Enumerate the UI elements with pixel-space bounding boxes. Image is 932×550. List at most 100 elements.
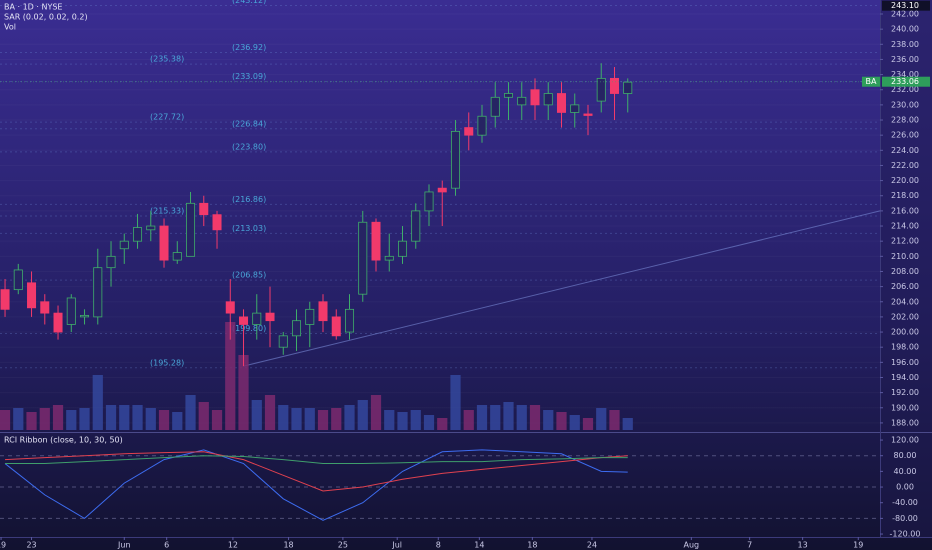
candle-body xyxy=(358,221,368,295)
fib-label: (235.38) xyxy=(150,55,184,64)
volume-bar xyxy=(516,405,527,430)
volume-bar xyxy=(79,408,90,430)
x-tick-label: 7 xyxy=(747,541,752,550)
fib-label: (213.03) xyxy=(232,224,266,233)
x-tick-label: 13 xyxy=(798,541,808,550)
rci-line xyxy=(5,455,628,465)
fib-label: (226.84) xyxy=(232,119,266,128)
candle-body xyxy=(93,267,103,318)
candle-body xyxy=(159,225,169,261)
y-tick-label: 204.00 xyxy=(891,297,919,306)
candle-body xyxy=(517,96,527,106)
indicator-label: Vol xyxy=(4,23,16,32)
high-price-label: 243.10 xyxy=(891,1,919,10)
volume-bar xyxy=(384,410,395,430)
candle-body xyxy=(53,312,63,333)
volume-bar xyxy=(291,408,302,430)
volume-bar xyxy=(503,402,514,430)
fib-label: (216.86) xyxy=(232,195,266,204)
y-tick-label: 232.00 xyxy=(891,85,919,94)
rci-line xyxy=(5,451,628,492)
candle-body xyxy=(239,316,249,325)
y-tick-label: 198.00 xyxy=(891,343,919,352)
volume-bar xyxy=(225,322,236,430)
y-tick-label: 236.00 xyxy=(891,55,919,64)
x-tick-label: 14 xyxy=(474,541,484,550)
volume-bar xyxy=(556,412,567,430)
y-tick-label: 220.00 xyxy=(891,176,919,185)
candle-body xyxy=(490,96,500,117)
candle-body xyxy=(278,335,288,348)
volume-bar xyxy=(543,410,554,430)
y-tick-label: 240.00 xyxy=(891,25,919,34)
candle-body xyxy=(556,93,567,113)
volume-bar xyxy=(304,408,315,430)
fib-label: (236.92) xyxy=(232,43,266,52)
y-tick-label: 230.00 xyxy=(891,100,919,109)
volume-bar xyxy=(317,410,329,430)
y-tick-label: 0.00 xyxy=(896,483,914,492)
x-tick-label: Jul xyxy=(391,541,402,550)
candle-body xyxy=(411,210,421,242)
volume-bar xyxy=(490,405,501,430)
volume-bar xyxy=(437,418,448,430)
volume-bar xyxy=(132,405,143,430)
x-tick-label: 18 xyxy=(283,541,293,550)
volume-bar xyxy=(198,402,209,430)
volume-bar xyxy=(92,375,103,430)
candle-body xyxy=(40,301,50,314)
candle-body xyxy=(106,255,116,269)
volume-bar xyxy=(264,395,276,430)
volume-bar xyxy=(105,405,117,430)
candle-body xyxy=(503,93,514,98)
candle-body xyxy=(570,104,580,113)
y-tick-label: 242.00 xyxy=(891,10,919,19)
volume-bar xyxy=(39,408,50,430)
y-tick-label: 238.00 xyxy=(891,40,919,49)
volume-bar xyxy=(582,418,594,430)
x-tick-label: 19 xyxy=(0,541,6,550)
y-tick-label: 206.00 xyxy=(891,282,919,291)
candle-body xyxy=(623,81,633,94)
volume-bar xyxy=(463,410,474,430)
volume-bar xyxy=(410,410,421,430)
volume-bar xyxy=(331,408,342,430)
symbol-tag-label: BA xyxy=(866,77,877,86)
candle-body xyxy=(133,227,143,242)
y-tick-label: -40.00 xyxy=(892,498,918,507)
y-tick-label: 210.00 xyxy=(891,252,919,261)
last-price-label: 233.06 xyxy=(891,77,919,86)
fib-label: (206.85) xyxy=(232,271,266,280)
fib-label: (227.72) xyxy=(150,113,184,122)
candle-body xyxy=(212,214,222,231)
y-tick-label: 40.00 xyxy=(894,467,917,476)
fib-label: (215.33) xyxy=(150,206,184,215)
candle-body xyxy=(80,314,90,318)
x-tick-label: 6 xyxy=(164,541,169,550)
volume-bar xyxy=(119,405,130,430)
y-tick-label: 192.00 xyxy=(891,388,919,397)
y-tick-label: 212.00 xyxy=(891,237,919,246)
volume-bar xyxy=(357,400,368,430)
x-tick-label: 23 xyxy=(26,541,36,550)
candle-body xyxy=(186,202,196,257)
y-tick-label: 194.00 xyxy=(891,373,919,382)
candle-body xyxy=(345,308,355,333)
candle-body xyxy=(305,308,315,325)
x-tick-label: 19 xyxy=(853,541,863,550)
candle-body xyxy=(146,225,156,231)
fib-label: (199.80) xyxy=(232,324,266,333)
symbol-tag xyxy=(862,76,880,87)
candle-body xyxy=(543,93,553,106)
x-tick-label: 25 xyxy=(338,541,348,550)
volume-bar xyxy=(238,355,249,430)
y-tick-label: 216.00 xyxy=(891,206,919,215)
y-tick-label: 226.00 xyxy=(891,131,919,140)
volume-bar xyxy=(172,412,183,430)
volume-bar xyxy=(569,415,580,430)
volume-bar xyxy=(211,410,223,430)
x-tick-label: 18 xyxy=(527,541,537,550)
y-tick-label: 208.00 xyxy=(891,267,919,276)
